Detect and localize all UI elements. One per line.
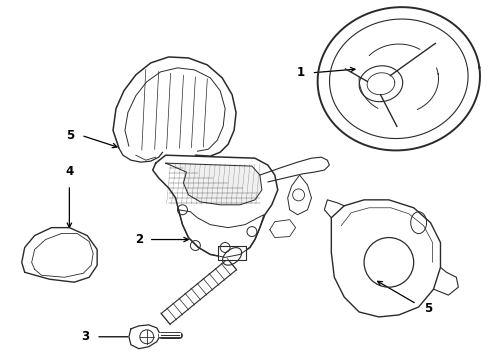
Text: 5: 5 bbox=[424, 302, 432, 315]
Polygon shape bbox=[270, 220, 295, 238]
Polygon shape bbox=[166, 163, 262, 205]
Text: 5: 5 bbox=[66, 129, 74, 142]
Text: 4: 4 bbox=[65, 165, 74, 178]
Polygon shape bbox=[288, 175, 312, 215]
Polygon shape bbox=[318, 7, 480, 150]
Text: 1: 1 bbox=[296, 66, 305, 79]
Text: 2: 2 bbox=[135, 233, 143, 246]
Polygon shape bbox=[218, 247, 246, 260]
Text: 3: 3 bbox=[81, 330, 89, 343]
Polygon shape bbox=[22, 228, 97, 282]
Polygon shape bbox=[359, 66, 403, 102]
Polygon shape bbox=[161, 259, 237, 324]
Polygon shape bbox=[331, 200, 441, 317]
Polygon shape bbox=[129, 325, 161, 349]
Polygon shape bbox=[113, 57, 236, 156]
Polygon shape bbox=[153, 155, 278, 257]
